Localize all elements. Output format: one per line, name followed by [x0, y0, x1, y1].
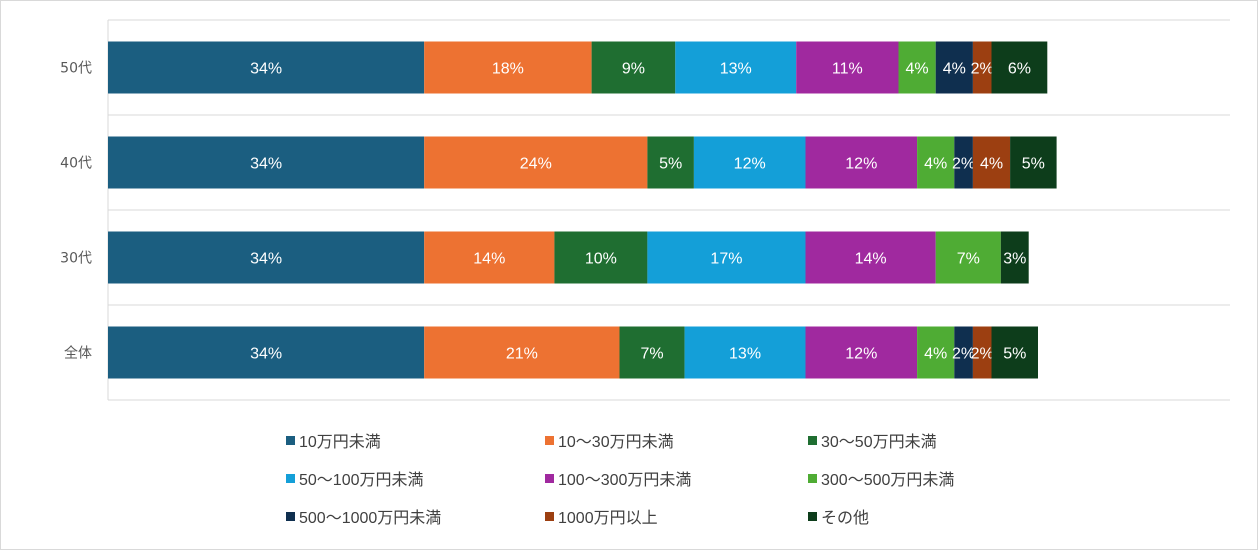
bar-segment: [675, 41, 797, 94]
data-label: 18%: [492, 61, 524, 78]
bar-segment: [796, 41, 899, 94]
data-label: 5%: [1003, 346, 1026, 363]
bar-segment: [1010, 136, 1057, 189]
bar-segment: [898, 41, 936, 94]
data-label: 17%: [710, 251, 742, 268]
data-label: 9%: [622, 61, 645, 78]
category-label: 全体: [64, 345, 92, 362]
data-label: 13%: [729, 346, 761, 363]
data-label: 7%: [640, 346, 663, 363]
data-label: 2%: [952, 346, 975, 363]
bar-segment: [591, 41, 676, 94]
legend-swatch: [286, 474, 295, 483]
legend-swatch: [808, 474, 817, 483]
bar-segment: [647, 231, 806, 284]
data-label: 4%: [980, 156, 1003, 173]
data-label: 7%: [957, 251, 980, 268]
bar-segment: [991, 326, 1038, 379]
data-label: 3%: [1003, 251, 1026, 268]
bar-segment: [805, 231, 936, 284]
legend-label: その他: [821, 509, 869, 527]
data-label: 24%: [520, 156, 552, 173]
bar-segment: [108, 326, 425, 379]
legend-label: 30～50万円未満: [821, 433, 937, 451]
bar-segment: [972, 41, 992, 94]
legend-swatch: [545, 512, 554, 521]
data-label: 5%: [659, 156, 682, 173]
bar-segment: [991, 41, 1048, 94]
data-label: 11%: [832, 61, 863, 78]
legend-swatch: [808, 436, 817, 445]
data-label: 21%: [506, 346, 538, 363]
category-label: 50代: [60, 61, 92, 77]
bar-segment: [554, 231, 648, 284]
legend-swatch: [545, 436, 554, 445]
bar-segment: [647, 136, 694, 189]
legend-label: 50～100万円未満: [299, 471, 424, 489]
bar-segment: [935, 41, 973, 94]
data-label: 2%: [971, 61, 994, 78]
legend-label: 10万円未満: [299, 433, 381, 451]
legend-swatch: [286, 436, 295, 445]
bar-segment: [1000, 231, 1029, 284]
bar-segment: [424, 41, 592, 94]
data-label: 34%: [250, 251, 282, 268]
data-label: 14%: [855, 251, 887, 268]
bar-segment: [954, 326, 973, 379]
data-label: 12%: [845, 346, 877, 363]
bar-segment: [108, 136, 425, 189]
legend-swatch: [808, 512, 817, 521]
data-label: 5%: [1022, 156, 1045, 173]
category-label: 30代: [60, 251, 92, 267]
bar-segment: [684, 326, 806, 379]
legend-label: 100～300万円未満: [558, 471, 691, 489]
data-label: 12%: [734, 156, 766, 173]
bar-segment: [917, 136, 955, 189]
data-label: 34%: [250, 346, 282, 363]
bar-segment: [954, 136, 973, 189]
data-label: 34%: [250, 61, 282, 78]
bar-segment: [805, 326, 918, 379]
bar-segment: [619, 326, 685, 379]
legend-label: 300～500万円未満: [821, 471, 954, 489]
bar-segment: [424, 136, 648, 189]
bar-segment: [972, 326, 992, 379]
bar-segment: [424, 326, 620, 379]
data-label: 13%: [720, 61, 752, 78]
legend-label: 500～1000万円未満: [299, 509, 441, 527]
data-label: 2%: [952, 156, 975, 173]
bar-segment: [108, 231, 425, 284]
data-label: 14%: [473, 251, 505, 268]
category-label: 40代: [60, 156, 92, 172]
legend-label: 1000万円以上: [558, 509, 658, 527]
data-label: 4%: [924, 346, 947, 363]
bar-segment: [424, 231, 555, 284]
data-label: 2%: [971, 346, 994, 363]
data-label: 12%: [845, 156, 877, 173]
bar-segment: [693, 136, 806, 189]
data-label: 4%: [924, 156, 947, 173]
legend-swatch: [545, 474, 554, 483]
bar-segment: [917, 326, 955, 379]
legend-swatch: [286, 512, 295, 521]
bar-segment: [972, 136, 1011, 189]
bar-segment: [935, 231, 1001, 284]
data-label: 4%: [906, 61, 929, 78]
data-label: 10%: [585, 251, 617, 268]
bar-segment: [805, 136, 918, 189]
bar-segment: [108, 41, 425, 94]
data-label: 34%: [250, 156, 282, 173]
legend-label: 10～30万円未満: [558, 433, 674, 451]
data-label: 6%: [1008, 61, 1031, 78]
data-label: 4%: [943, 61, 966, 78]
